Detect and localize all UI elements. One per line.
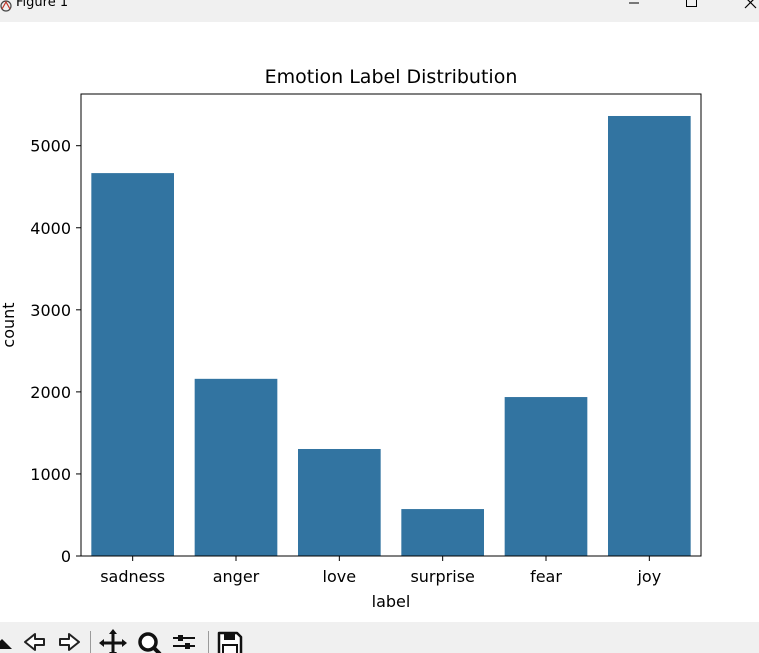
figure-app-icon: [0, 0, 12, 12]
bar-love: [298, 448, 381, 556]
back-button[interactable]: [22, 627, 50, 653]
save-button[interactable]: [216, 627, 244, 653]
maximize-icon: [686, 0, 697, 7]
zoom-button[interactable]: [134, 627, 162, 653]
x-tick-label: joy: [636, 567, 661, 586]
x-tick-label: surprise: [410, 567, 474, 586]
x-axis-label: label: [372, 592, 411, 611]
y-axis-label: count: [0, 302, 18, 347]
x-tick-label: fear: [530, 567, 562, 586]
minimize-icon: [629, 2, 639, 4]
pan-button[interactable]: [99, 627, 127, 653]
toolbar-separator: [208, 631, 209, 653]
bar-fear: [504, 397, 588, 556]
x-tick-label: sadness: [100, 567, 165, 586]
y-tick-label: 0: [61, 547, 71, 566]
window-title: Figure 1: [16, 0, 69, 10]
y-axis: 0 1000 2000 3000 4000 5000: [30, 137, 81, 566]
bars-group: [91, 115, 691, 557]
bar-chart: Emotion Label Distribution 0 1000 2000 3000…: [0, 66, 702, 611]
close-icon: [744, 0, 757, 9]
toolbar-separator: [90, 631, 91, 653]
bar-sadness: [91, 173, 174, 557]
close-button[interactable]: [733, 0, 759, 22]
y-tick-label: 5000: [30, 137, 71, 156]
forward-icon: [59, 633, 80, 651]
minimize-button[interactable]: [616, 0, 652, 22]
pan-icon: [99, 629, 127, 653]
axes-frame: [80, 93, 702, 557]
zoom-icon: [138, 632, 162, 653]
home-button[interactable]: [0, 627, 16, 653]
save-icon: [217, 631, 243, 653]
window-titlebar: Figure 1: [0, 0, 759, 22]
back-icon: [24, 633, 45, 651]
x-tick-label: anger: [213, 567, 260, 586]
navigation-toolbar: [0, 622, 759, 653]
y-tick-label: 2000: [30, 383, 71, 402]
x-tick-label: love: [323, 567, 357, 586]
configure-subplots-icon: [173, 635, 195, 649]
y-tick-label: 4000: [30, 219, 71, 238]
figure-canvas[interactable]: Emotion Label Distribution 0 1000 2000 3000…: [0, 22, 759, 622]
chart-title: Emotion Label Distribution: [265, 66, 518, 88]
forward-button[interactable]: [54, 627, 82, 653]
bar-joy: [608, 115, 691, 556]
y-tick-label: 1000: [30, 465, 71, 484]
home-icon: [0, 639, 12, 649]
y-tick-label: 3000: [30, 301, 71, 320]
bar-surprise: [401, 509, 484, 556]
bar-anger: [194, 378, 278, 556]
x-axis: sadness anger love surprise fear joy: [100, 556, 661, 586]
maximize-button[interactable]: [673, 0, 709, 22]
configure-subplots-button[interactable]: [170, 627, 198, 653]
